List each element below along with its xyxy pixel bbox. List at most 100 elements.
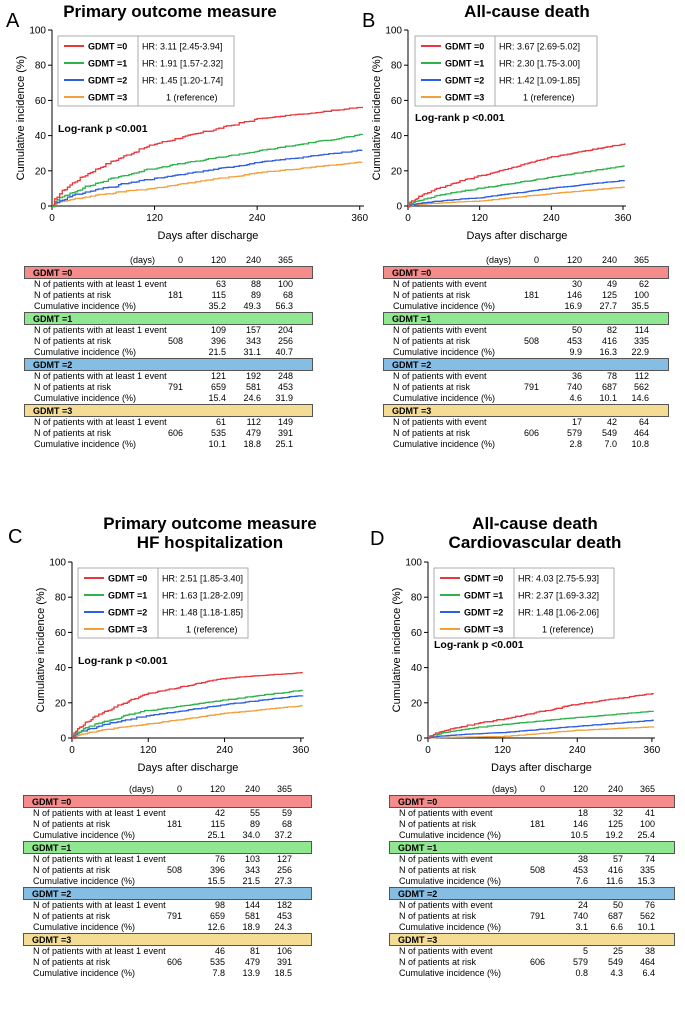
legend-label: GDMT =2 — [464, 608, 503, 618]
row-label: N of patients at risk — [34, 382, 112, 392]
risk-row: N of patients at risk 791 659 581 453 — [24, 382, 313, 393]
cell-value: 57 — [612, 854, 623, 864]
risk-row: Cumulative incidence (%) 25.1 34.0 37.2 — [23, 830, 312, 841]
cell-value: 581 — [244, 911, 260, 921]
row-label: Cumulative incidence (%) — [34, 301, 137, 311]
series-line-gdmt-1 — [408, 165, 625, 207]
cell-value: 6.4 — [642, 968, 655, 978]
cell-value: 36 — [571, 371, 582, 381]
cell-value: 88 — [250, 279, 261, 289]
y-tick-label: 0 — [396, 202, 402, 213]
cell-value: 15.4 — [208, 393, 226, 403]
days-header: 240 — [607, 784, 623, 794]
cell-value: 508 — [166, 865, 182, 875]
cell-value: 38 — [644, 946, 655, 956]
cell-value: 10.1 — [637, 922, 655, 932]
cell-value: 18 — [577, 808, 588, 818]
y-tick-label: 20 — [411, 698, 423, 709]
cell-value: 146 — [572, 819, 588, 829]
y-tick-label: 80 — [55, 593, 67, 604]
cell-value: 157 — [245, 325, 261, 335]
series-line-gdmt-2 — [408, 180, 625, 207]
legend-label: GDMT =3 — [464, 625, 503, 635]
cell-value: 0.8 — [575, 968, 588, 978]
legend-hr: HR: 1.42 [1.09-1.85] — [499, 76, 580, 86]
cell-value: 508 — [529, 865, 545, 875]
cell-value: 115 — [210, 819, 225, 829]
x-tick-label: 120 — [471, 213, 488, 224]
days-header: 120 — [210, 255, 226, 265]
legend-hr: HR: 3.11 [2.45-3.94] — [142, 42, 222, 52]
cell-value: 659 — [209, 911, 225, 921]
cell-value: 416 — [607, 865, 623, 875]
km-plot: 0 20 40 60 80 100 0 120 240 360 Days after dischar… — [15, 26, 369, 243]
group-header: GDMT =1 — [383, 312, 669, 325]
cell-value: 204 — [277, 325, 293, 335]
cell-value: 12.6 — [207, 922, 225, 932]
cell-value: 24.6 — [243, 393, 261, 403]
cell-value: 121 — [210, 371, 226, 381]
cell-value: 31.1 — [243, 347, 261, 357]
legend-label: GDMT =0 — [88, 42, 127, 52]
cell-value: 25 — [612, 946, 623, 956]
legend-label: GDMT =1 — [445, 59, 484, 69]
y-tick-label: 0 — [40, 202, 46, 213]
cell-value: 81 — [249, 946, 260, 956]
y-tick-label: 20 — [35, 166, 47, 177]
cell-value: 16.9 — [564, 301, 582, 311]
cell-value: 114 — [634, 325, 649, 335]
row-label: Cumulative incidence (%) — [399, 830, 502, 840]
cell-value: 41 — [644, 808, 655, 818]
y-tick-label: 40 — [35, 131, 47, 142]
cell-value: 103 — [244, 854, 260, 864]
legend-label: GDMT =1 — [88, 59, 127, 69]
logrank-text: Log-rank p <0.001 — [78, 655, 168, 667]
legend-label: GDMT =2 — [88, 76, 127, 86]
risk-row: N of patients with at least 1 event 76 103… — [23, 854, 312, 865]
risk-row: N of patients with at least 1 event 42 55 5… — [23, 808, 312, 819]
group-header: GDMT =3 — [389, 933, 675, 946]
group-header: GDMT =2 — [24, 358, 313, 371]
row-label: Cumulative incidence (%) — [33, 968, 136, 978]
cell-value: 25.1 — [275, 439, 293, 449]
cell-value: 25.4 — [637, 830, 655, 840]
cell-value: 181 — [167, 290, 183, 300]
legend-hr: HR: 1.45 [1.20-1.74] — [142, 76, 223, 86]
risk-row: N of patients at risk 606 579 549 464 — [383, 428, 669, 439]
cell-value: 63 — [215, 279, 226, 289]
risk-row: N of patients at risk 791 740 687 562 — [389, 911, 675, 922]
cell-value: 10.5 — [570, 830, 588, 840]
days-header: 120 — [209, 784, 225, 794]
legend-hr: HR: 1.63 [1.28-2.09] — [162, 591, 243, 601]
series-line-gdmt-1 — [72, 689, 303, 739]
cell-value: 687 — [607, 911, 623, 921]
cell-value: 791 — [166, 911, 182, 921]
cell-value: 127 — [276, 854, 292, 864]
risk-row: N of patients at risk 181 146 125 100 — [383, 290, 669, 301]
row-label: N of patients at risk — [33, 865, 111, 875]
cell-value: 89 — [250, 290, 261, 300]
x-tick-label: 360 — [615, 213, 632, 224]
y-tick-label: 100 — [29, 26, 46, 37]
risk-row: Cumulative incidence (%) 15.4 24.6 31.9 — [24, 393, 313, 404]
cell-value: 64 — [638, 417, 649, 427]
row-label: N of patients with at least 1 event — [33, 946, 166, 956]
row-label: N of patients at risk — [399, 957, 477, 967]
cell-value: 106 — [276, 946, 292, 956]
cell-value: 24.3 — [274, 922, 292, 932]
cell-value: 62 — [638, 279, 649, 289]
panel-letter: A — [6, 10, 20, 32]
y-tick-label: 60 — [411, 628, 423, 639]
cell-value: 115 — [211, 290, 226, 300]
cell-value: 146 — [566, 290, 582, 300]
cell-value: 10.8 — [631, 439, 649, 449]
days-header: 0 — [176, 784, 182, 794]
cell-value: 2.8 — [569, 439, 582, 449]
y-tick-label: 60 — [35, 96, 47, 107]
cell-value: 82 — [606, 325, 617, 335]
risk-row: N of patients at risk 606 535 479 391 — [24, 428, 313, 439]
days-header: 240 — [244, 784, 260, 794]
cell-value: 42 — [214, 808, 225, 818]
legend-hr: 1 (reference) — [523, 93, 575, 103]
risk-row: N of patients with at least 1 event 61 112… — [24, 417, 313, 428]
